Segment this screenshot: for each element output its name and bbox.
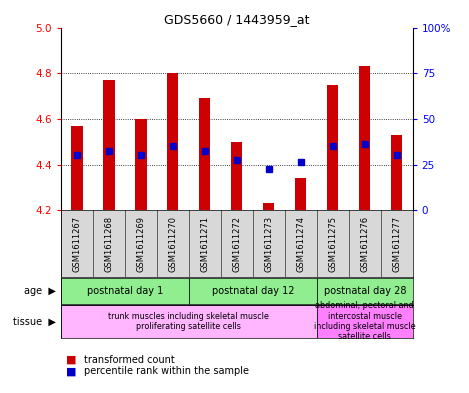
Text: age  ▶: age ▶ bbox=[24, 286, 56, 296]
Bar bbox=[199, 98, 211, 210]
Text: postnatal day 28: postnatal day 28 bbox=[324, 286, 406, 296]
Text: GSM1611273: GSM1611273 bbox=[265, 216, 273, 272]
Bar bbox=[317, 277, 413, 304]
Text: ■: ■ bbox=[66, 354, 76, 365]
Text: GSM1611276: GSM1611276 bbox=[360, 216, 369, 272]
Bar bbox=[136, 119, 146, 210]
Text: GSM1611277: GSM1611277 bbox=[392, 216, 401, 272]
Text: postnatal day 1: postnatal day 1 bbox=[87, 286, 163, 296]
Bar bbox=[103, 80, 114, 210]
Text: GSM1611274: GSM1611274 bbox=[296, 216, 305, 272]
Bar bbox=[295, 178, 306, 210]
Text: abdominal, pectoral and
intercostal muscle
including skeletal muscle
satellite c: abdominal, pectoral and intercostal musc… bbox=[314, 301, 416, 342]
Text: ■: ■ bbox=[66, 366, 76, 376]
Text: GSM1611269: GSM1611269 bbox=[136, 216, 145, 272]
Title: GDS5660 / 1443959_at: GDS5660 / 1443959_at bbox=[164, 13, 310, 26]
Bar bbox=[391, 135, 402, 210]
Bar bbox=[359, 66, 371, 210]
Bar bbox=[317, 305, 413, 338]
Bar bbox=[263, 204, 274, 210]
Bar bbox=[61, 277, 189, 304]
Text: transformed count: transformed count bbox=[84, 354, 175, 365]
Text: trunk muscles including skeletal muscle
proliferating satellite cells: trunk muscles including skeletal muscle … bbox=[108, 312, 269, 331]
Bar bbox=[167, 73, 179, 210]
Text: GSM1611272: GSM1611272 bbox=[232, 216, 242, 272]
Bar bbox=[189, 277, 317, 304]
Text: postnatal day 12: postnatal day 12 bbox=[212, 286, 294, 296]
Bar bbox=[71, 126, 83, 210]
Text: GSM1611271: GSM1611271 bbox=[200, 216, 209, 272]
Text: GSM1611267: GSM1611267 bbox=[72, 216, 82, 272]
Bar bbox=[231, 142, 242, 210]
Text: tissue  ▶: tissue ▶ bbox=[14, 316, 56, 326]
Text: GSM1611275: GSM1611275 bbox=[328, 216, 337, 272]
Text: percentile rank within the sample: percentile rank within the sample bbox=[84, 366, 250, 376]
Text: GSM1611270: GSM1611270 bbox=[168, 216, 177, 272]
Bar bbox=[327, 84, 338, 210]
Bar bbox=[61, 305, 317, 338]
Text: GSM1611268: GSM1611268 bbox=[105, 216, 113, 272]
